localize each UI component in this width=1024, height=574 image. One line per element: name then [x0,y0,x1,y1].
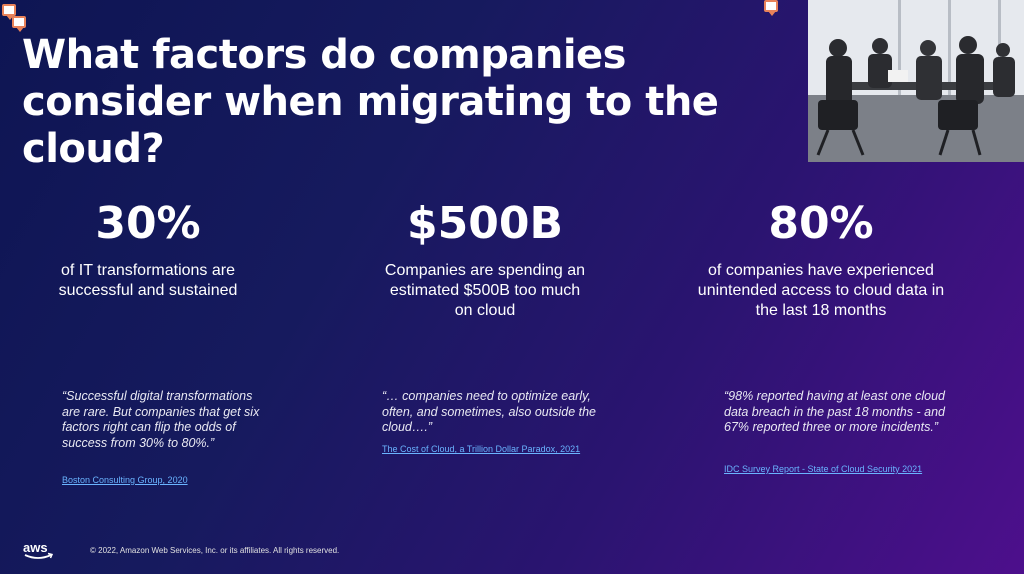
stat-block: 80% of companies have experienced uninte… [690,198,952,321]
stat-block: 30% of IT transformations are successful… [48,198,248,301]
stat-description: of companies have experienced unintended… [697,262,945,319]
copyright-footer: © 2022, Amazon Web Services, Inc. or its… [90,546,340,555]
quote-text: “Successful digital transformations are … [62,389,260,450]
svg-text:aws: aws [23,540,48,555]
stat-value: 30% [95,198,201,249]
stat-value: $500B [407,198,563,249]
source-link[interactable]: IDC Survey Report - State of Cloud Secur… [724,464,923,474]
aws-logo: aws [22,540,56,567]
quote-text: “98% reported having at least one cloud … [724,389,945,434]
comment-icon[interactable] [2,4,16,20]
stat-value: 80% [768,198,874,249]
slide-title: What factors do companies consider when … [22,32,719,172]
quote-text: “… companies need to optimize early, oft… [382,389,597,434]
stat-block: $500B Companies are spending an estimate… [375,198,595,321]
source-link[interactable]: Boston Consulting Group, 2020 [62,475,188,485]
comment-icon[interactable] [764,0,778,16]
source-link[interactable]: The Cost of Cloud, a Trillion Dollar Par… [382,444,581,454]
stat-description: Companies are spending an estimated $500… [384,262,586,319]
comment-icon[interactable] [12,16,26,32]
meeting-photo [808,0,1024,162]
stat-description: of IT transformations are successful and… [58,262,238,299]
